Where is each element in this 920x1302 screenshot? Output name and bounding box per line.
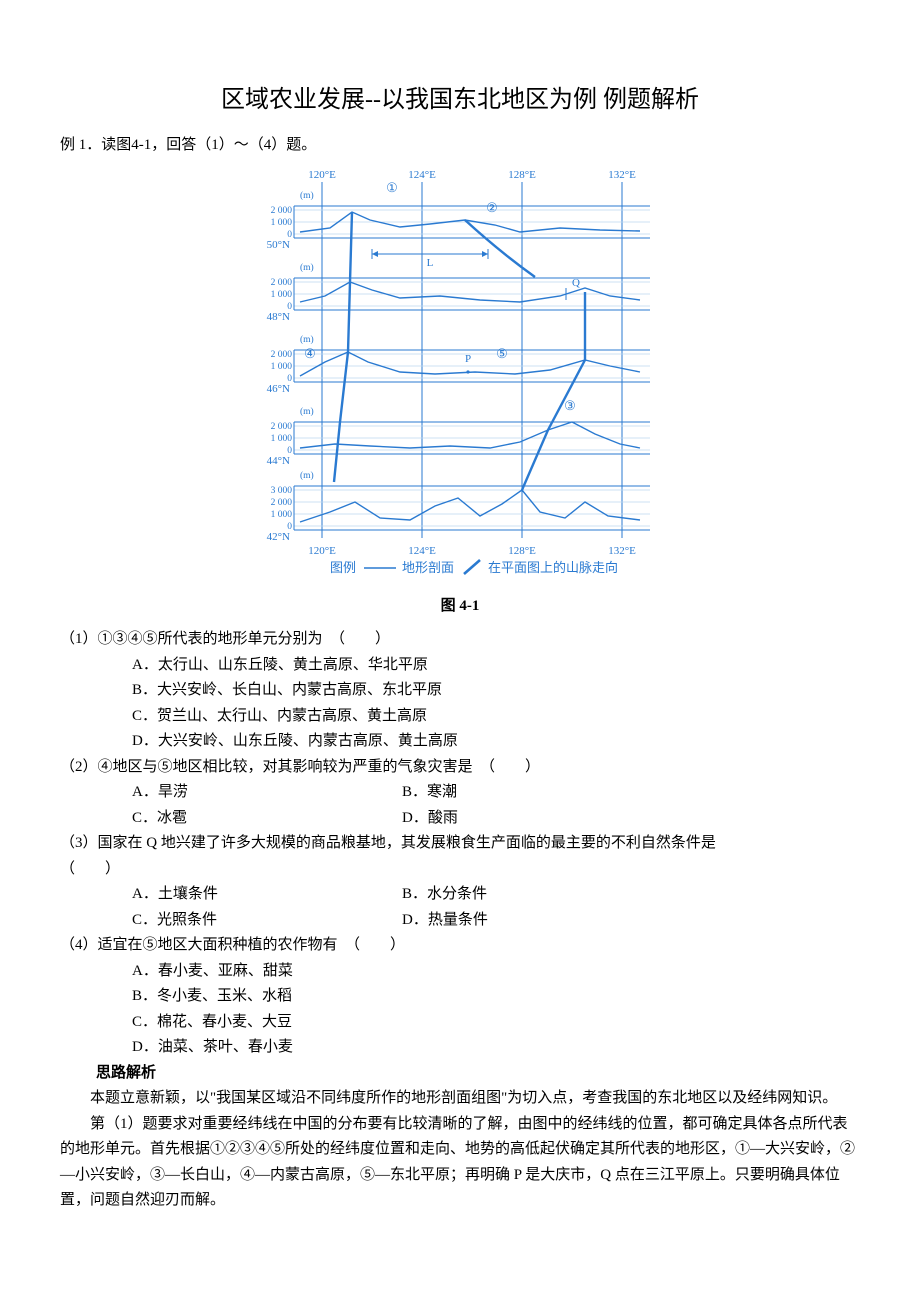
svg-text:2 000: 2 000 bbox=[271, 498, 293, 508]
svg-text:1 000: 1 000 bbox=[271, 290, 293, 300]
q2-opt-b: B．寒潮 bbox=[402, 780, 457, 806]
svg-text:1 000: 1 000 bbox=[271, 362, 293, 372]
q4-opt-c: C．棉花、春小麦、大豆 bbox=[132, 1010, 860, 1036]
svg-text:132°E: 132°E bbox=[608, 545, 636, 557]
svg-text:③: ③ bbox=[564, 398, 576, 413]
svg-text:2 000: 2 000 bbox=[271, 278, 293, 288]
svg-text:128°E: 128°E bbox=[508, 169, 536, 181]
svg-text:42°N: 42°N bbox=[267, 531, 290, 543]
q3-stem-a: （3）国家在 Q 地兴建了许多大规模的商品粮基地，其发展粮食生产面临的最主要的不… bbox=[60, 831, 860, 857]
svg-text:图例: 图例 bbox=[330, 560, 356, 575]
q3-opt-b: B．水分条件 bbox=[402, 882, 487, 908]
svg-text:①: ① bbox=[386, 180, 398, 195]
analysis-para-1: 本题立意新颖，以"我国某区域沿不同纬度所作的地形剖面组图"为切入点，考查我国的东… bbox=[60, 1086, 860, 1112]
q1-opt-a: A．太行山、山东丘陵、黄土高原、华北平原 bbox=[132, 653, 860, 679]
q3-opt-a: A．土壤条件 bbox=[132, 882, 402, 908]
svg-text:3 000: 3 000 bbox=[271, 486, 293, 496]
q3-opt-d: D．热量条件 bbox=[402, 908, 488, 934]
example-header: 例 1．读图4-1，回答（1）～（4）题。 bbox=[60, 133, 860, 159]
svg-text:120°E: 120°E bbox=[308, 169, 336, 181]
svg-text:(m): (m) bbox=[300, 334, 314, 345]
svg-text:在平面图上的山脉走向: 在平面图上的山脉走向 bbox=[488, 560, 618, 575]
svg-text:L: L bbox=[427, 257, 434, 269]
svg-text:2 000: 2 000 bbox=[271, 350, 293, 360]
q4-stem: （4）适宜在⑤地区大面积种植的农作物有 （ ） bbox=[60, 933, 860, 959]
svg-text:Q: Q bbox=[572, 277, 580, 289]
svg-text:46°N: 46°N bbox=[267, 383, 290, 395]
svg-text:⑤: ⑤ bbox=[496, 346, 508, 361]
svg-text:1 000: 1 000 bbox=[271, 434, 293, 444]
svg-text:④: ④ bbox=[304, 346, 316, 361]
svg-text:(m): (m) bbox=[300, 470, 314, 481]
svg-text:2 000: 2 000 bbox=[271, 422, 293, 432]
analysis-para-2: 第（1）题要求对重要经纬线在中国的分布要有比较清晰的了解，由图中的经纬线的位置，… bbox=[60, 1112, 860, 1214]
chart-figure: 120°E 120°E 124°E 124°E 128°E 128°E 132°E 132°E… bbox=[60, 162, 860, 592]
q1-opt-c: C．贺兰山、太行山、内蒙古高原、黄土高原 bbox=[132, 704, 860, 730]
svg-text:(m): (m) bbox=[300, 262, 314, 273]
svg-text:48°N: 48°N bbox=[267, 311, 290, 323]
q3-stem-b: （ ） bbox=[60, 857, 860, 883]
svg-text:②: ② bbox=[486, 200, 498, 215]
svg-text:128°E: 128°E bbox=[508, 545, 536, 557]
q2-opt-c: C．冰雹 bbox=[132, 806, 402, 832]
analysis-label: 思路解析 bbox=[96, 1061, 860, 1087]
svg-text:124°E: 124°E bbox=[408, 169, 436, 181]
q2-opt-a: A．旱涝 bbox=[132, 780, 402, 806]
svg-text:50°N: 50°N bbox=[267, 239, 290, 251]
svg-text:2 000: 2 000 bbox=[271, 206, 293, 216]
q2-stem: （2）④地区与⑤地区相比较，对其影响较为严重的气象灾害是 （ ） bbox=[60, 755, 860, 781]
q4-opt-a: A．春小麦、亚麻、甜菜 bbox=[132, 959, 860, 985]
q1-opt-b: B．大兴安岭、长白山、内蒙古高原、东北平原 bbox=[132, 678, 860, 704]
svg-text:(m): (m) bbox=[300, 190, 314, 201]
svg-text:1 000: 1 000 bbox=[271, 218, 293, 228]
q4-opt-b: B．冬小麦、玉米、水稻 bbox=[132, 984, 860, 1010]
q2-opt-d: D．酸雨 bbox=[402, 806, 458, 832]
q4-opt-d: D．油菜、茶叶、春小麦 bbox=[132, 1035, 860, 1061]
q3-opt-c: C．光照条件 bbox=[132, 908, 402, 934]
q1-opt-d: D．大兴安岭、山东丘陵、内蒙古高原、黄土高原 bbox=[132, 729, 860, 755]
chart-caption: 图 4-1 bbox=[60, 594, 860, 620]
svg-text:地形剖面: 地形剖面 bbox=[402, 560, 454, 575]
q1-stem: （1）①③④⑤所代表的地形单元分别为 （ ） bbox=[60, 627, 860, 653]
svg-text:132°E: 132°E bbox=[608, 169, 636, 181]
svg-text:44°N: 44°N bbox=[267, 455, 290, 467]
page-title: 区域农业发展--以我国东北地区为例 例题解析 bbox=[60, 80, 860, 121]
svg-text:124°E: 124°E bbox=[408, 545, 436, 557]
svg-text:P: P bbox=[465, 353, 471, 365]
svg-text:(m): (m) bbox=[300, 406, 314, 417]
svg-text:120°E: 120°E bbox=[308, 545, 336, 557]
svg-text:1 000: 1 000 bbox=[271, 510, 293, 520]
